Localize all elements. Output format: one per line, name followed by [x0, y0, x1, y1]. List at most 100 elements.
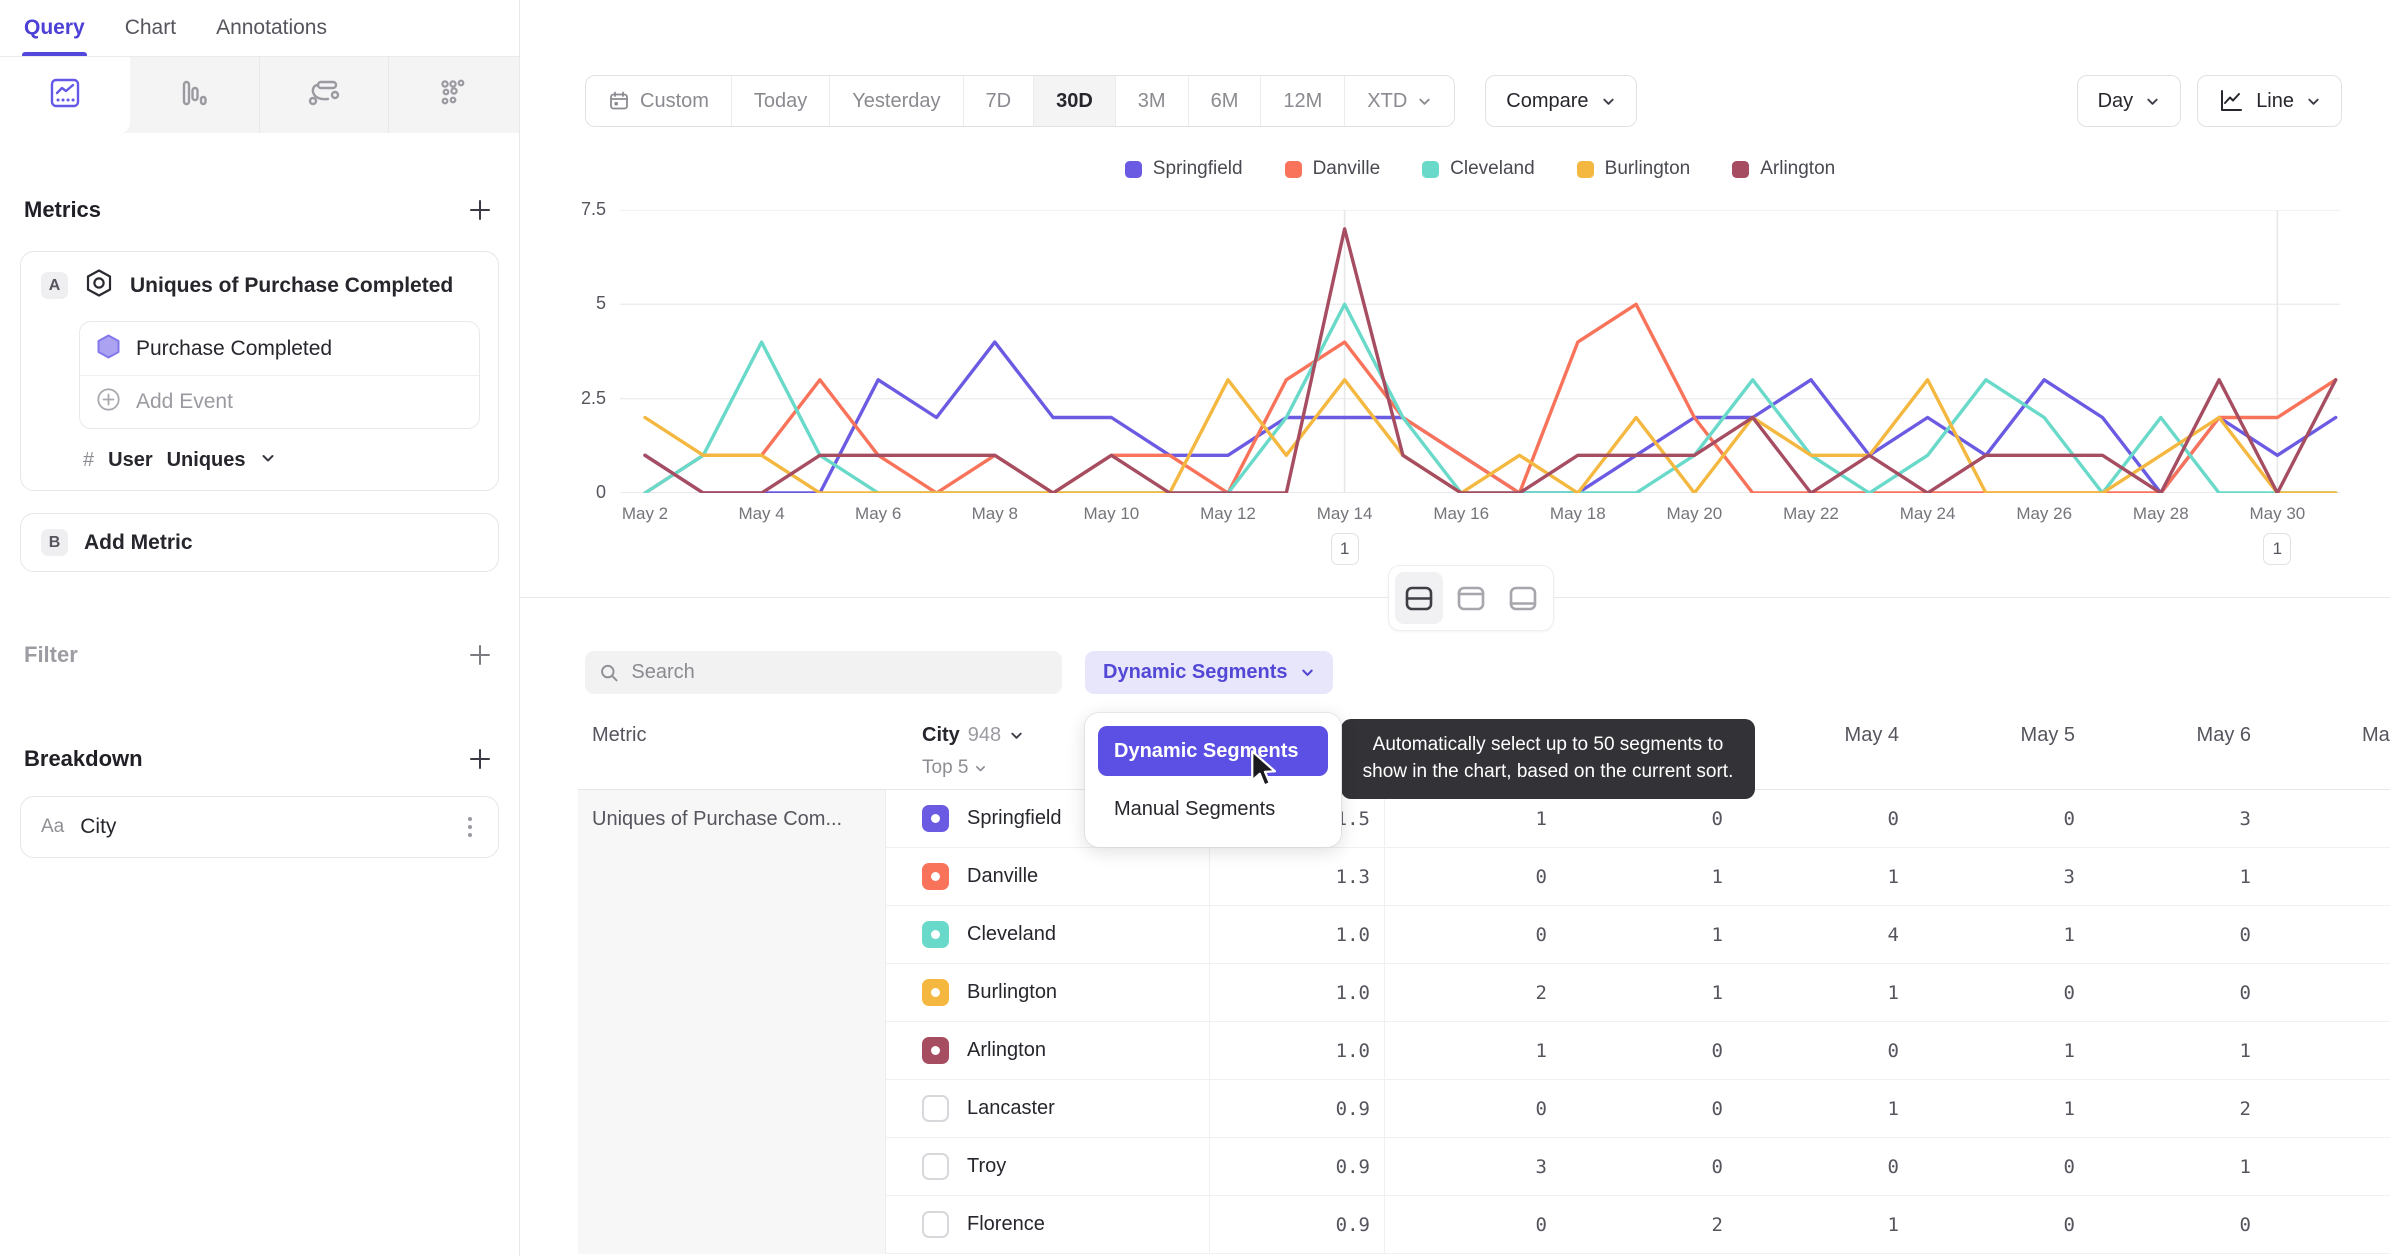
segment-checkbox[interactable]	[922, 1211, 949, 1238]
chevron-down-icon	[2308, 98, 2319, 105]
legend-label: Danville	[1312, 158, 1381, 179]
segment-checkbox[interactable]	[922, 1095, 949, 1122]
legend-item-springfield[interactable]: Springfield	[1124, 158, 1243, 180]
add-metric-plus-button[interactable]	[465, 195, 495, 225]
metric-column-header: Metric	[592, 724, 647, 746]
annotation-marker[interactable]: 1	[2263, 533, 2292, 565]
legend-item-cleveland[interactable]: Cleveland	[1422, 158, 1535, 180]
menu-item-manual-segments[interactable]: Manual Segments	[1114, 797, 1276, 820]
range-today[interactable]: Today	[732, 76, 831, 126]
y-tick-label: 7.5	[580, 199, 606, 219]
average-cell: 1.0	[1210, 906, 1385, 964]
segments-mode-button[interactable]: Dynamic Segments	[1085, 651, 1333, 694]
range-xtd[interactable]: XTD	[1345, 76, 1454, 126]
metrics-section-header: Metrics	[20, 195, 499, 225]
range-custom[interactable]: Custom	[586, 76, 732, 126]
range-12m[interactable]: 12M	[1261, 76, 1346, 126]
metric-a-title: Uniques of Purchase Completed	[130, 273, 454, 297]
measure-selector[interactable]: # User Uniques	[21, 443, 498, 490]
add-event-row[interactable]: Add Event	[80, 375, 479, 428]
table-row-arlington: Arlington 1.0 1 0 0 1 1	[578, 1022, 2390, 1080]
chevron-down-icon	[1419, 98, 1430, 105]
value-cell-partial	[2265, 964, 2390, 1022]
value-cell: 1	[1913, 1022, 2089, 1080]
legend-label: Arlington	[1760, 158, 1836, 179]
tab-annotations[interactable]: Annotations	[216, 16, 327, 39]
segment-checkbox[interactable]	[922, 1153, 949, 1180]
search-input[interactable]	[631, 661, 1048, 684]
chart-type-bar-tab[interactable]	[130, 57, 260, 133]
range-3m[interactable]: 3M	[1116, 76, 1189, 126]
metric-b-card[interactable]: B Add Metric	[20, 513, 499, 572]
legend-item-danville[interactable]: Danville	[1284, 158, 1381, 180]
value-cell-partial	[2265, 790, 2390, 848]
city-name: Danville	[967, 865, 1039, 887]
chevron-down-icon	[1602, 98, 1614, 105]
calendar-icon	[610, 91, 628, 110]
chart-type-flow-tab[interactable]	[260, 57, 390, 133]
value-cell: 2	[1561, 1196, 1737, 1254]
segment-checkbox[interactable]	[922, 805, 949, 832]
metric-a-header-row[interactable]: A Uniques of Purchase Completed	[21, 252, 498, 319]
add-filter-button[interactable]	[465, 640, 495, 670]
table-row-burlington: Burlington 1.0 2 1 1 0 0	[578, 964, 2390, 1022]
segment-checkbox[interactable]	[922, 863, 949, 890]
scatter-chart-icon	[437, 76, 471, 115]
segment-checkbox[interactable]	[922, 979, 949, 1006]
legend-item-burlington[interactable]: Burlington	[1576, 158, 1691, 180]
x-tick-label: May 20	[1666, 504, 1723, 523]
line-chart-icon	[48, 76, 82, 115]
chart-style-button[interactable]: Line	[2197, 75, 2342, 127]
tab-chart[interactable]: Chart	[124, 16, 177, 39]
range-7d[interactable]: 7D	[964, 76, 1035, 126]
layout-top-pane-button[interactable]	[1447, 572, 1495, 624]
range-30d[interactable]: 30D	[1034, 76, 1116, 126]
date-range-control: Custom Today Yesterday 7D 30D 3M 6M 12M XTD	[585, 75, 1456, 127]
value-cell-partial	[2265, 1080, 2390, 1138]
breakdown-property-card[interactable]: Aa City	[20, 796, 499, 858]
city-sort-control[interactable]: City 948	[886, 712, 1210, 747]
city-name: Cleveland	[967, 923, 1056, 945]
annotation-marker[interactable]: 1	[1330, 533, 1359, 565]
segment-checkbox[interactable]	[922, 921, 949, 948]
value-cell: 2	[2089, 1080, 2265, 1138]
granularity-button[interactable]: Day	[2076, 75, 2182, 127]
value-cell: 1	[1385, 790, 1561, 848]
range-yesterday[interactable]: Yesterday	[830, 76, 964, 126]
legend-item-arlington[interactable]: Arlington	[1732, 158, 1835, 180]
event-row[interactable]: Purchase Completed	[80, 322, 479, 375]
add-event-plus-icon	[96, 387, 121, 417]
sidebar-content: Metrics A Uniques of Purchase Completed	[20, 133, 499, 858]
city-cell: Lancaster	[886, 1080, 1210, 1138]
event-hexagon-icon	[96, 334, 121, 364]
compare-button[interactable]: Compare	[1485, 75, 1637, 127]
metric-cell	[578, 1138, 886, 1196]
tab-query[interactable]: Query	[22, 0, 87, 56]
chart-type-scatter-tab[interactable]	[389, 57, 519, 133]
legend-swatch	[1732, 160, 1750, 178]
city-name: Springfield	[967, 807, 1062, 829]
menu-item-dynamic-segments[interactable]: Dynamic Segments	[1098, 726, 1328, 776]
range-6m[interactable]: 6M	[1189, 76, 1262, 126]
value-cell: 1	[1913, 906, 2089, 964]
value-cell: 1	[1737, 848, 1913, 906]
legend-swatch	[1284, 160, 1302, 178]
chart-type-line-tab[interactable]	[0, 57, 130, 133]
legend-label: Cleveland	[1450, 158, 1535, 179]
segment-checkbox[interactable]	[922, 1037, 949, 1064]
property-menu-button[interactable]	[462, 811, 478, 843]
add-breakdown-button[interactable]	[465, 744, 495, 774]
value-cell: 0	[2089, 1196, 2265, 1254]
layout-bottom-pane-button[interactable]	[1499, 572, 1547, 624]
metric-cell	[578, 906, 886, 964]
layout-toggle-group	[1388, 565, 1554, 631]
top-filter-control[interactable]: Top 5	[886, 747, 1210, 779]
legend-label: Springfield	[1152, 158, 1243, 179]
average-cell: 1.0	[1210, 964, 1385, 1022]
layout-split-both-button[interactable]	[1395, 572, 1443, 624]
line-chart	[620, 209, 2340, 495]
metric-cell	[578, 964, 886, 1022]
metric-b-badge: B	[41, 529, 68, 556]
legend-label: Burlington	[1604, 158, 1691, 179]
